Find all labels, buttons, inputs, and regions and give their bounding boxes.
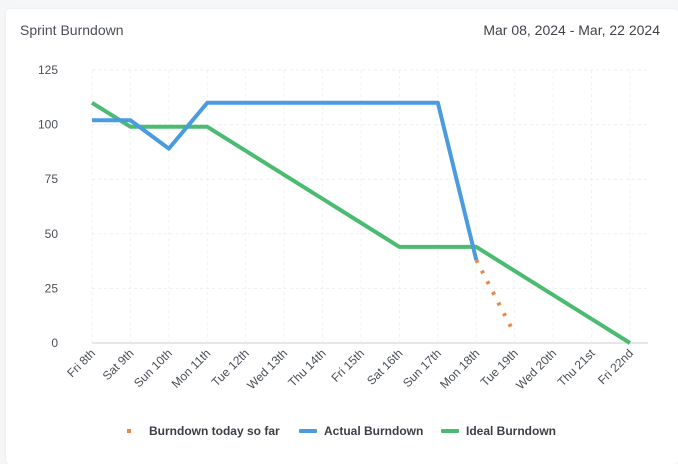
y-tick-label: 0 xyxy=(51,336,58,350)
x-tick-label: Wed 20th xyxy=(513,346,559,392)
chart-title: Sprint Burndown xyxy=(20,22,124,38)
x-tick-label: Mon 18th xyxy=(437,346,482,391)
x-tick-label: Sun 10th xyxy=(131,346,175,390)
x-tick-label: Mon 11th xyxy=(169,346,214,391)
legend-label: Actual Burndown xyxy=(324,424,423,438)
legend-swatch xyxy=(127,429,131,433)
y-tick-label: 125 xyxy=(38,63,58,77)
y-tick-label: 75 xyxy=(45,172,59,186)
series-line xyxy=(474,259,517,336)
x-tick-label: Sat 16th xyxy=(364,346,406,388)
series-line xyxy=(92,100,479,261)
y-tick-label: 100 xyxy=(38,118,58,132)
y-tick-label: 25 xyxy=(45,281,59,295)
legend-label: Ideal Burndown xyxy=(466,424,556,438)
x-tick-label: Thu 21st xyxy=(555,346,598,389)
legend-swatch xyxy=(441,429,459,433)
x-tick-label: Sat 9th xyxy=(100,346,137,383)
x-tick-label: Wed 13th xyxy=(244,346,290,392)
burndown-card xyxy=(6,9,678,464)
date-range: Mar 08, 2024 - Mar, 22 2024 xyxy=(483,22,660,38)
x-tick-label: Fri 15th xyxy=(328,346,367,385)
y-tick-label: 50 xyxy=(45,227,59,241)
x-tick-label: Thu 14th xyxy=(285,346,328,389)
series-line xyxy=(90,101,632,345)
x-tick-label: Sun 17th xyxy=(400,346,444,390)
legend-swatch xyxy=(299,429,317,433)
x-tick-label: Fri 22nd xyxy=(595,346,636,387)
x-tick-label: Fri 8th xyxy=(64,346,98,380)
legend-label: Burndown today so far xyxy=(149,424,280,438)
